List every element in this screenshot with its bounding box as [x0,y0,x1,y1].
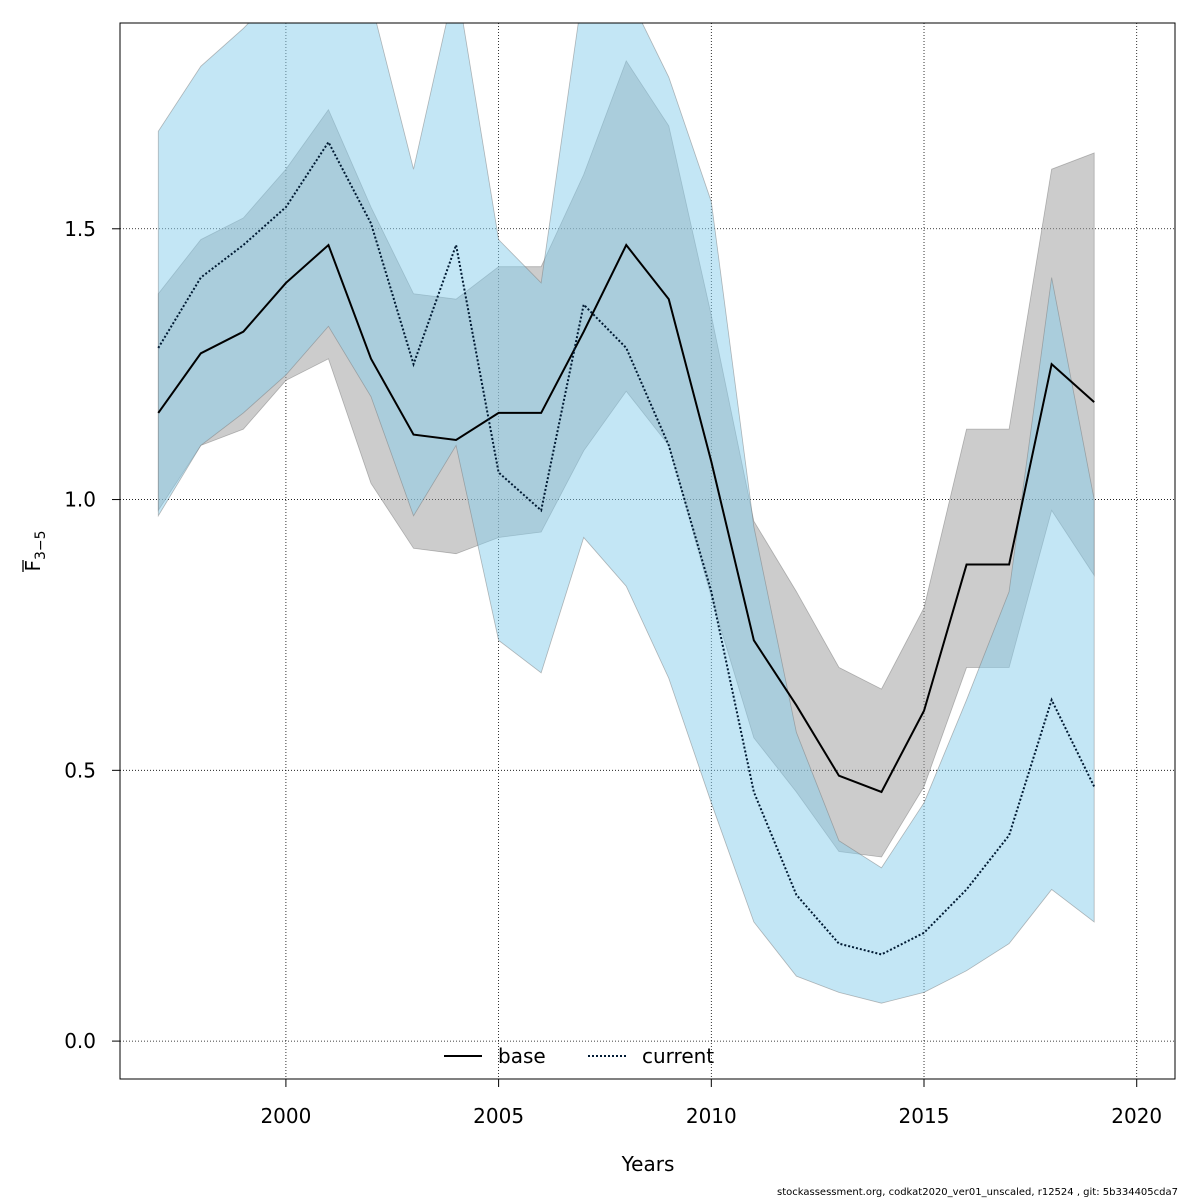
footer-caption: stockassessment.org, codkat2020_ver01_un… [777,1187,1178,1198]
confidence-band-current [157,23,1095,1004]
x-tick-label-2005: 2005 [473,1104,524,1128]
legend: base current [444,1044,714,1068]
x-axis-title: Years [621,1152,675,1176]
confidence-bands [157,23,1095,1004]
series-line-base [157,243,1095,794]
y-axis-title: F3−5 [21,530,49,572]
y-axis-title-main: F [21,560,45,572]
x-tick-label-2000: 2000 [260,1104,311,1128]
x-axis-ticks: 2000 2005 2010 2015 2020 [260,1079,1162,1128]
x-tick-label-2010: 2010 [686,1104,737,1128]
series-line-current [157,140,1096,956]
x-tick-label-2020: 2020 [1111,1104,1162,1128]
y-axis-title-sub: 3−5 [33,530,49,560]
y-tick-label-1.5: 1.5 [64,217,96,241]
y-tick-label-0: 0.0 [64,1029,96,1053]
legend-base-label: base [498,1044,546,1068]
y-axis-ticks: 0.0 0.5 1.0 1.5 [64,217,120,1053]
legend-current-label: current [642,1044,714,1068]
plot-frame [119,22,1176,1080]
series-lines [157,140,1096,956]
x-tick-label-2015: 2015 [899,1104,950,1128]
y-tick-label-1: 1.0 [64,488,96,512]
y-tick-label-0.5: 0.5 [64,758,96,782]
svg-text:F3−5: F3−5 [21,530,49,571]
